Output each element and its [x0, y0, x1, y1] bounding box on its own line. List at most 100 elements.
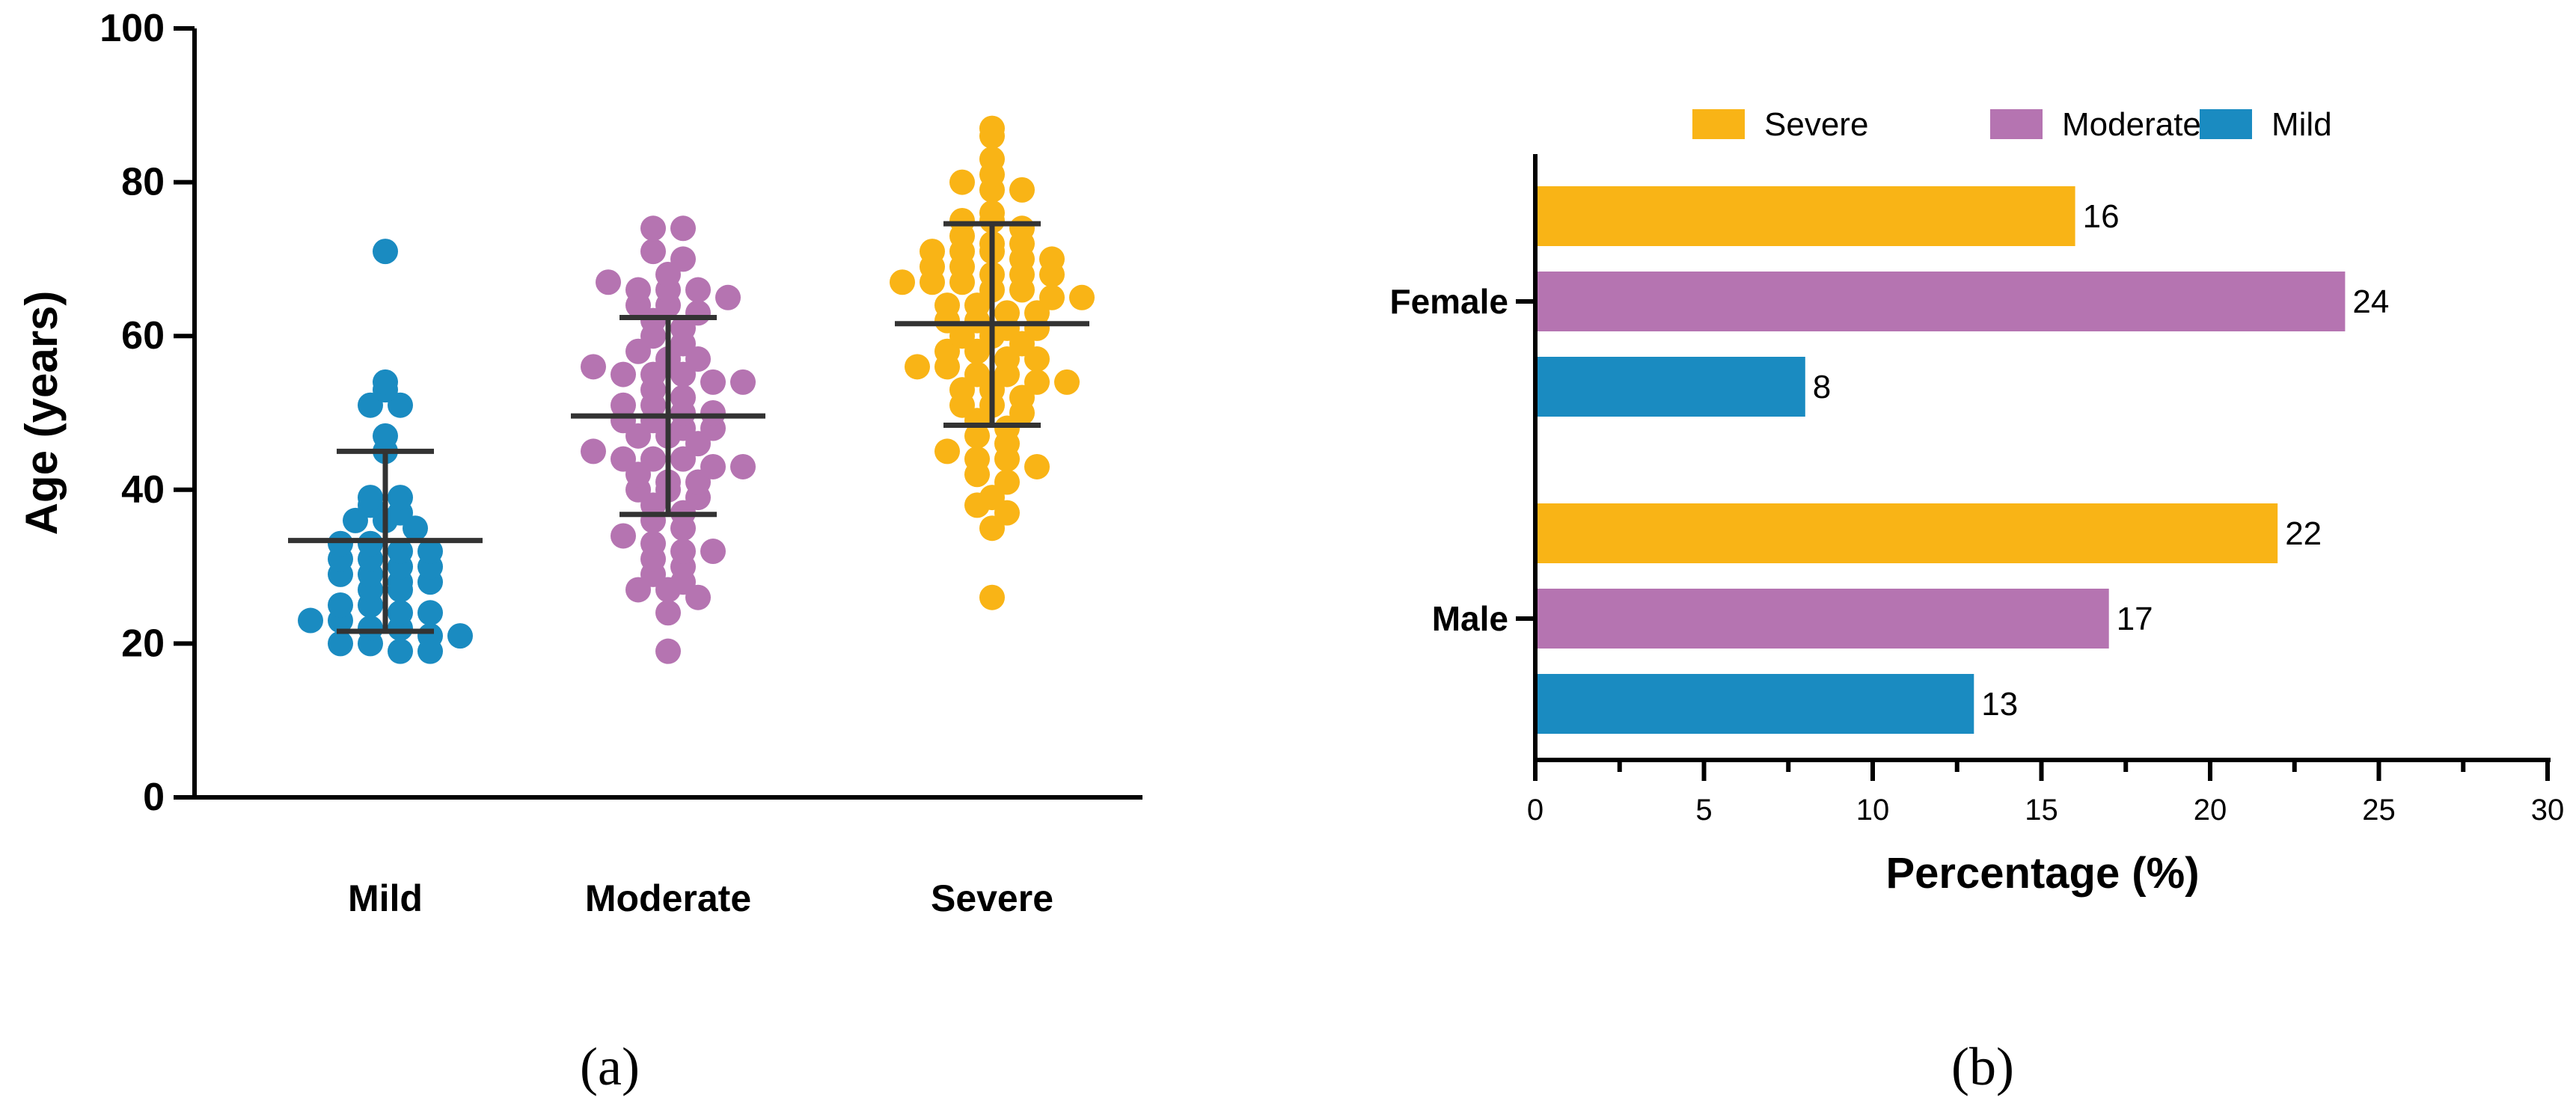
data-point-moderate	[685, 300, 711, 326]
data-point-mild	[417, 539, 443, 565]
data-point-mild	[298, 607, 323, 634]
data-point-moderate	[730, 453, 756, 479]
data-point-moderate	[670, 384, 696, 411]
y-tick-label: 40	[121, 468, 165, 512]
data-point-severe	[994, 469, 1020, 495]
data-point-severe	[949, 208, 975, 233]
x-axis-title-b: Percentage (%)	[1885, 849, 2199, 898]
panel-b-chart: Severe Moderate Mild 16 24 8 22 17 13 0 5 10 15 20 2…	[1389, 106, 2564, 1097]
bar-data-label: 8	[1813, 369, 1831, 405]
data-point-severe	[1009, 177, 1035, 203]
data-point-moderate	[700, 400, 726, 426]
bar-female-mild	[1538, 357, 1805, 417]
data-point-moderate	[670, 246, 696, 272]
legend-swatch-severe	[1692, 109, 1745, 139]
y-tick-label: 60	[121, 314, 165, 358]
data-point-moderate	[715, 284, 741, 310]
data-point-severe	[905, 354, 930, 380]
x-tick-label-b: 30	[2531, 794, 2565, 827]
data-point-severe	[979, 146, 1005, 172]
data-point-mild	[328, 530, 353, 557]
x-tick-label: Mild	[348, 877, 423, 919]
y-tick-label: 20	[121, 622, 165, 665]
data-point-mild	[373, 369, 398, 395]
data-point-moderate	[640, 215, 666, 242]
x-tick-label-b: 15	[2025, 794, 2058, 827]
data-point-severe	[964, 361, 990, 387]
data-point-moderate	[670, 539, 696, 565]
data-point-mild	[358, 485, 383, 511]
data-point-mild	[358, 615, 383, 641]
data-point-moderate	[730, 369, 756, 395]
data-point-moderate	[700, 453, 726, 479]
data-point-moderate	[670, 215, 696, 242]
bar-data-label: 22	[2285, 515, 2322, 552]
data-point-moderate	[640, 446, 666, 472]
legend-label-severe: Severe	[1764, 106, 1868, 143]
bar-female-severe	[1538, 186, 2075, 246]
data-point-mild	[328, 631, 353, 657]
legend-swatch-mild	[2200, 109, 2252, 139]
y-tick-label-b: Male	[1432, 599, 1508, 638]
bar-data-label: 24	[2352, 283, 2389, 320]
data-point-moderate	[611, 361, 636, 387]
data-point-severe	[979, 584, 1005, 610]
y-tick-label: 100	[100, 7, 165, 50]
x-tick-label: Moderate	[585, 877, 751, 919]
data-point-severe	[920, 239, 945, 265]
y-tick-label: 80	[121, 161, 165, 204]
data-point-mild	[373, 239, 398, 265]
y-tick-label-b: Female	[1389, 282, 1508, 321]
data-point-moderate	[685, 277, 711, 303]
y-tick-label: 0	[143, 776, 165, 819]
data-point-moderate	[611, 392, 636, 418]
data-point-moderate	[700, 369, 726, 395]
bar-male-severe	[1538, 503, 2278, 563]
data-point-mild	[328, 592, 353, 618]
panel-a-chart: 0 20 40 60 80 100 Mild Moderate Severe Age (yea…	[16, 7, 1142, 1097]
bar-data-label: 13	[1981, 686, 2018, 723]
data-point-moderate	[655, 600, 681, 626]
data-point-mild	[388, 539, 413, 565]
legend-label-mild: Mild	[2271, 106, 2332, 143]
data-point-mild	[388, 485, 413, 511]
data-point-severe	[979, 115, 1005, 141]
data-point-mild	[447, 623, 473, 649]
x-tick-label-b: 10	[1856, 794, 1890, 827]
x-tick-label-b: 20	[2194, 794, 2227, 827]
data-point-moderate	[611, 523, 636, 549]
x-tick-label: Severe	[931, 877, 1053, 919]
data-point-severe	[1024, 453, 1050, 479]
data-point-severe	[964, 446, 990, 472]
data-point-severe	[949, 169, 975, 195]
data-point-severe	[1039, 246, 1065, 272]
data-point-mild	[388, 600, 413, 626]
legend: Severe Moderate Mild	[1692, 106, 2332, 143]
x-tick-label-b: 5	[1695, 794, 1712, 827]
data-point-severe	[934, 292, 960, 319]
data-point-severe	[1039, 284, 1065, 310]
data-point-moderate	[581, 438, 606, 465]
data-point-severe	[934, 438, 960, 465]
data-point-moderate	[596, 269, 621, 295]
legend-label-moderate: Moderate	[2062, 106, 2201, 143]
data-point-mild	[417, 623, 443, 649]
legend-swatch-moderate	[1990, 109, 2043, 139]
data-point-severe	[1054, 369, 1080, 395]
panel-label-b: (b)	[1951, 1037, 2014, 1097]
data-point-severe	[994, 300, 1020, 326]
bar-female-moderate	[1538, 272, 2346, 331]
data-point-moderate	[640, 239, 666, 265]
data-point-severe	[979, 200, 1005, 226]
data-point-severe	[1024, 369, 1050, 395]
bar-data-label: 17	[2117, 601, 2153, 637]
data-point-severe	[890, 269, 915, 295]
bar-data-label: 16	[2083, 198, 2120, 235]
x-tick-label-b: 0	[1527, 794, 1544, 827]
panel-label-a: (a)	[580, 1037, 640, 1097]
data-point-moderate	[640, 530, 666, 557]
x-tick-label-b: 25	[2362, 794, 2396, 827]
data-point-moderate	[700, 539, 726, 565]
data-point-mild	[388, 638, 413, 664]
